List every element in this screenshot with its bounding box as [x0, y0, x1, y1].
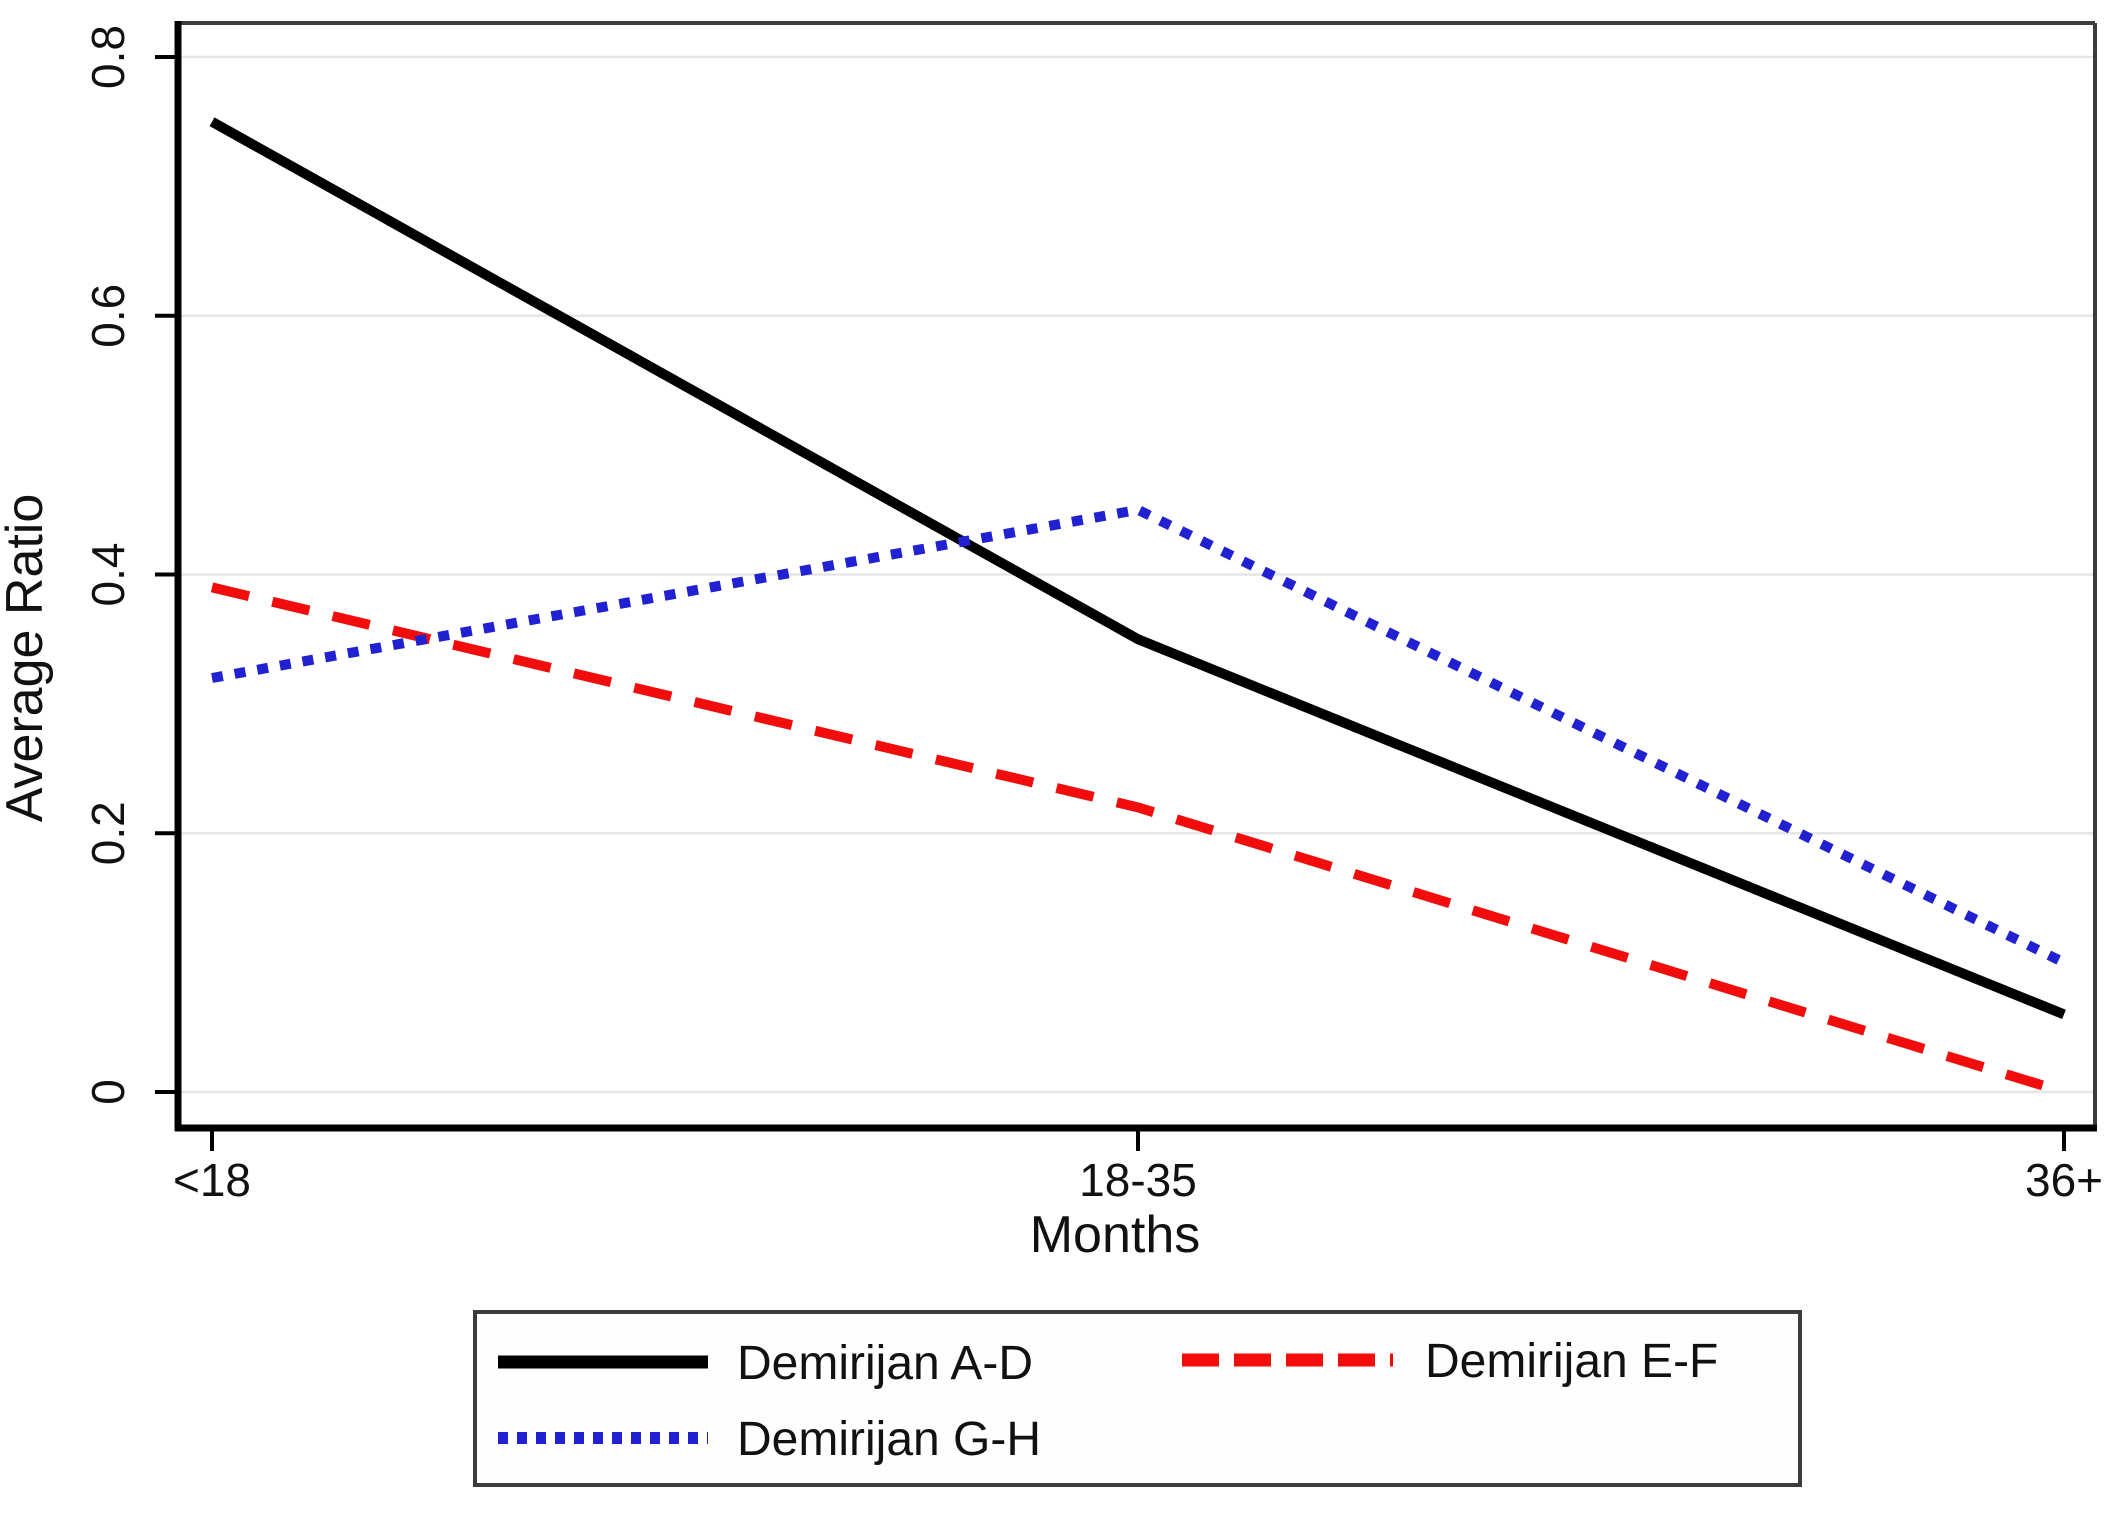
legend-box	[473, 1310, 1802, 1487]
legend-label-series-2: Demirijan E-F	[1425, 1335, 1718, 1388]
y-axis-title: Average Ratio	[0, 494, 54, 823]
ticks-layer	[155, 55, 2066, 1151]
gridlines-layer	[181, 55, 2093, 1094]
x-tick-label: 36+	[2025, 1154, 2103, 1206]
series-lines-layer	[209, 117, 2067, 1097]
x-tick-label: <18	[173, 1154, 251, 1206]
x-tick-label: 18-35	[1079, 1154, 1197, 1206]
legend-label-series-3: Demirijan G-H	[737, 1413, 1041, 1466]
series-line-demirijan-e-f	[210, 582, 2066, 1097]
legend-label-series-1: Demirijan A-D	[737, 1337, 1033, 1390]
y-tick-label: 0.2	[82, 801, 134, 865]
y-tick-label: 0	[82, 1079, 134, 1105]
series-line-demirijan-a-d	[209, 117, 2066, 1020]
tick-labels-layer: 0 0.2 0.4 0.6 0.8 <18 18-35 36+	[82, 25, 2103, 1206]
x-axis-title: Months	[1030, 1206, 1201, 1264]
y-tick-label: 0.6	[82, 284, 134, 348]
y-tick-label: 0.8	[82, 25, 134, 89]
y-tick-label: 0.4	[82, 543, 134, 607]
series-line-demirijan-g-h	[211, 504, 2067, 968]
legend: Demirijan A-D Demirijan E-F Demirijan G-…	[473, 1310, 1802, 1487]
